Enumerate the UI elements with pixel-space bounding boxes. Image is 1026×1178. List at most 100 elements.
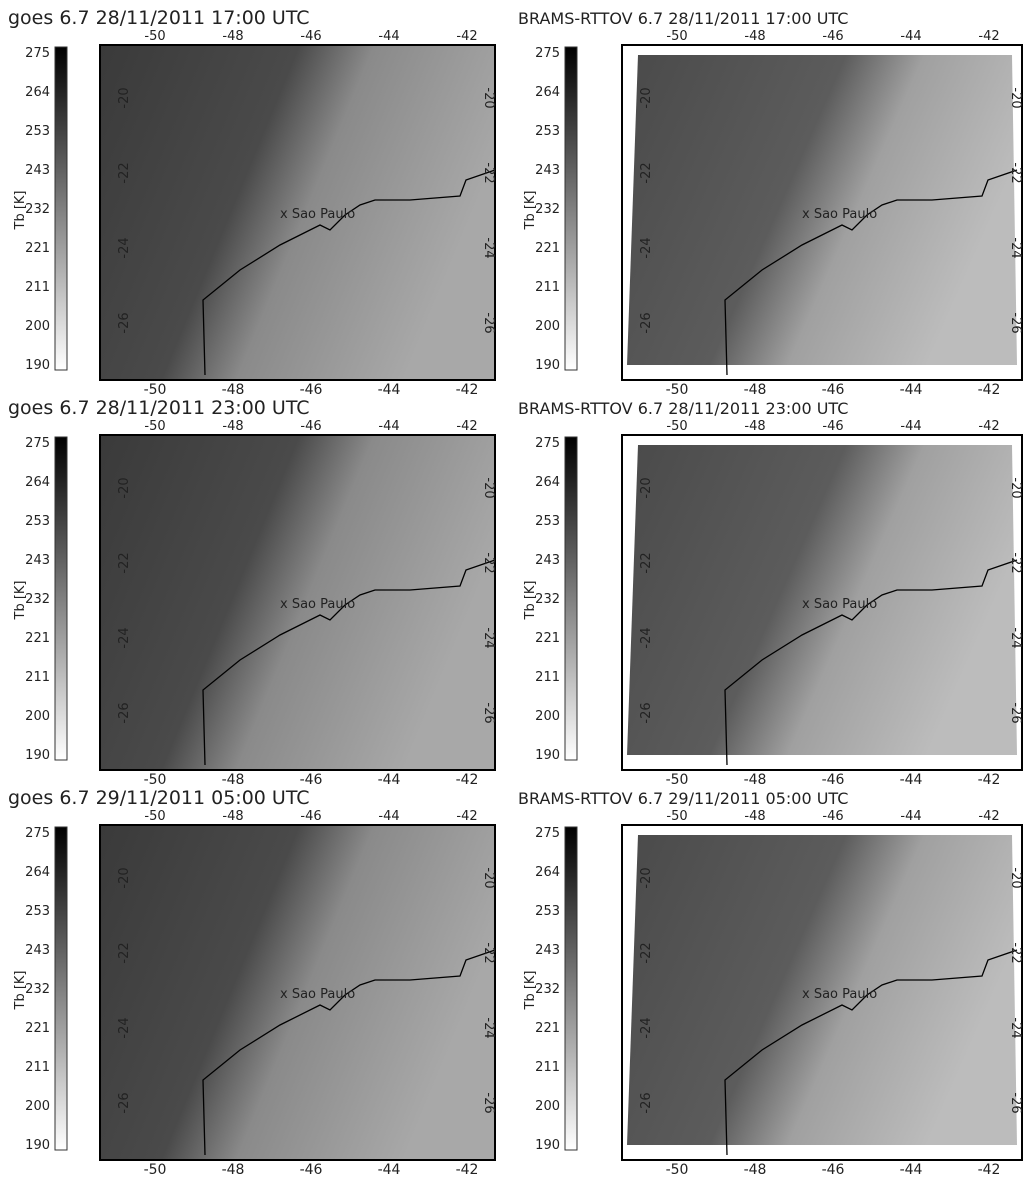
city-label: x Sao Paulo	[802, 987, 877, 1002]
lon-tick-label: -44	[900, 419, 921, 434]
lat-tick-label: -24	[639, 627, 654, 648]
lon-tick-label: -50	[144, 1162, 167, 1174]
colorbar-tick-label: 221	[25, 631, 50, 646]
lon-tick-label: -46	[822, 29, 843, 44]
lon-tick-label: -44	[378, 1162, 401, 1174]
lon-tick-label: -48	[744, 29, 765, 44]
colorbar-tick-label: 232	[25, 592, 50, 607]
lat-tick-label: -26	[639, 1092, 654, 1113]
lon-tick-label: -44	[900, 29, 921, 44]
lat-tick-label: -24	[481, 627, 496, 648]
lon-tick-label: -46	[300, 1162, 323, 1174]
colorbar-tick-label: 264	[535, 475, 560, 490]
city-label: x Sao Paulo	[280, 597, 355, 612]
colorbar-tick-label: 264	[25, 475, 50, 490]
lat-tick-label: -26	[1008, 312, 1023, 333]
colorbar-tick-label: 211	[25, 1060, 50, 1075]
lon-tick-label: -48	[222, 382, 245, 398]
lon-tick-label: -50	[666, 1162, 689, 1174]
colorbar-tick-label: 221	[25, 1021, 50, 1036]
colorbar-tick-label: 243	[25, 943, 50, 958]
lon-tick-label: -44	[378, 29, 399, 44]
lat-tick-label: -20	[639, 87, 654, 108]
lat-tick-label: -24	[1008, 237, 1023, 258]
lon-tick-label: -44	[900, 382, 923, 398]
colorbar-tick-label: 253	[535, 514, 560, 529]
lon-tick-label: -44	[900, 772, 923, 788]
panel-title: BRAMS-RTTOV 6.7 28/11/2011 23:00 UTC	[518, 399, 848, 418]
lon-tick-label: -44	[900, 1162, 923, 1174]
lon-tick-label: -42	[456, 772, 479, 788]
lon-tick-label: -46	[300, 772, 323, 788]
lon-tick-label: -42	[978, 772, 1001, 788]
colorbar-tick-label: 275	[25, 46, 50, 61]
lon-tick-label: -48	[744, 1162, 767, 1174]
lon-tick-label: -46	[822, 809, 843, 824]
colorbar-tick-label: 243	[535, 943, 560, 958]
colorbar-label: Tb [K]	[523, 191, 538, 231]
lon-tick-label: -44	[378, 772, 401, 788]
lat-tick-label: -24	[481, 1017, 496, 1038]
lon-tick-label: -46	[300, 419, 321, 434]
colorbar-tick-label: 232	[25, 202, 50, 217]
colorbar-label: Tb [K]	[13, 581, 28, 621]
lat-tick-label: -22	[117, 552, 132, 573]
lat-tick-label: -24	[117, 237, 132, 258]
lon-tick-label: -42	[978, 29, 999, 44]
lat-tick-label: -22	[1008, 552, 1023, 573]
colorbar-tick-label: 200	[25, 319, 50, 334]
colorbar-tick-label: 190	[535, 1138, 560, 1153]
map-frame	[99, 824, 496, 1161]
lat-tick-label: -26	[481, 312, 496, 333]
colorbar-tick-label: 232	[25, 982, 50, 997]
lon-tick-label: -48	[222, 419, 243, 434]
colorbar-tick-label: 264	[535, 85, 560, 100]
colorbar-tick-label: 253	[25, 124, 50, 139]
panel-title: BRAMS-RTTOV 6.7 28/11/2011 17:00 UTC	[518, 9, 848, 28]
panel-title: goes 6.7 28/11/2011 17:00 UTC	[8, 7, 310, 29]
colorbar-tick-label: 211	[25, 280, 50, 295]
colorbar-tick-label: 232	[535, 592, 560, 607]
colorbar	[54, 436, 68, 761]
colorbar-tick-label: 211	[535, 1060, 560, 1075]
lon-tick-label: -46	[300, 809, 321, 824]
colorbar	[564, 46, 578, 371]
lon-tick-label: -44	[378, 809, 399, 824]
lon-tick-label: -46	[822, 772, 845, 788]
lat-tick-label: -22	[481, 162, 496, 183]
coastline	[202, 559, 496, 766]
colorbar-tick-label: 190	[25, 748, 50, 763]
colorbar-tick-label: 264	[25, 85, 50, 100]
colorbar-tick-label: 190	[25, 358, 50, 373]
colorbar-tick-label: 221	[25, 241, 50, 256]
colorbar-tick-label: 275	[535, 826, 560, 841]
colorbar-tick-label: 200	[535, 709, 560, 724]
lat-tick-label: -22	[1008, 162, 1023, 183]
colorbar-tick-label: 232	[535, 202, 560, 217]
panel: goes 6.7 29/11/2011 05:00 UTC 275 264 253 24…	[8, 787, 496, 1178]
lat-tick-label: -20	[481, 867, 496, 888]
lon-tick-label: -42	[978, 809, 999, 824]
city-label: x Sao Paulo	[802, 207, 877, 222]
colorbar-tick-label: 200	[535, 319, 560, 334]
lat-tick-label: -20	[117, 87, 132, 108]
lat-tick-label: -26	[481, 1092, 496, 1113]
lon-tick-label: -48	[222, 29, 243, 44]
panel-title: goes 6.7 29/11/2011 05:00 UTC	[8, 787, 310, 809]
lon-tick-label: -48	[222, 809, 243, 824]
city-label: x Sao Paulo	[280, 987, 355, 1002]
lon-tick-label: -50	[144, 419, 165, 434]
colorbar-tick-label: 275	[535, 436, 560, 451]
lat-tick-label: -20	[117, 477, 132, 498]
lat-tick-label: -26	[481, 702, 496, 723]
lat-tick-label: -22	[117, 162, 132, 183]
lon-tick-label: -48	[744, 382, 767, 398]
lat-tick-label: -22	[117, 942, 132, 963]
colorbar	[564, 436, 578, 761]
colorbar-tick-label: 275	[535, 46, 560, 61]
lat-tick-label: -20	[481, 477, 496, 498]
colorbar-tick-label: 221	[535, 241, 560, 256]
lat-tick-label: -24	[1008, 1017, 1023, 1038]
lat-tick-label: -26	[117, 1092, 132, 1113]
colorbar-tick-label: 190	[535, 358, 560, 373]
